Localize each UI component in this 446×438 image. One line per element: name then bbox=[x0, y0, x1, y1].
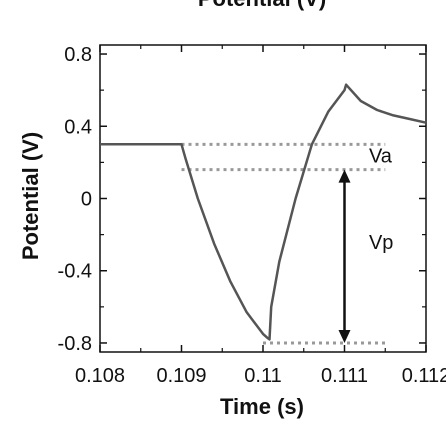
y-axis-title: Potential (V) bbox=[18, 132, 43, 260]
x-axis: 0.108 0.109 0.11 0.111 0.112 bbox=[75, 45, 446, 387]
x-tick-label: 0.11 bbox=[244, 365, 281, 387]
series-line bbox=[100, 83, 427, 341]
y-tick-label: 0.4 bbox=[64, 116, 92, 138]
x-tick-label: 0.108 bbox=[75, 365, 125, 387]
y-tick-label: -0.4 bbox=[58, 261, 92, 283]
x-tick-label: 0.109 bbox=[156, 365, 206, 387]
x-tick-label: 0.111 bbox=[321, 365, 368, 387]
y-tick-label: 0 bbox=[81, 189, 92, 211]
double-arrow bbox=[338, 169, 351, 343]
y-tick-label: 0.8 bbox=[64, 44, 92, 66]
chart-title: Potential (V) bbox=[198, 0, 326, 11]
annotations: Va Vp bbox=[369, 145, 393, 254]
arrow-head-bottom bbox=[338, 329, 351, 343]
annotation-label: Va bbox=[369, 145, 393, 167]
series-layer bbox=[100, 83, 427, 341]
arrow-head-top bbox=[338, 169, 351, 183]
x-tick-label: 0.112 bbox=[402, 365, 446, 387]
x-axis-title: Time (s) bbox=[220, 394, 304, 419]
reference-lines bbox=[181, 142, 386, 345]
y-tick-label: -0.8 bbox=[58, 333, 92, 355]
plot-frame bbox=[99, 44, 427, 353]
annotation-label: Vp bbox=[369, 232, 393, 254]
y-axis: -0.8 -0.4 0 0.4 0.8 bbox=[58, 44, 426, 355]
